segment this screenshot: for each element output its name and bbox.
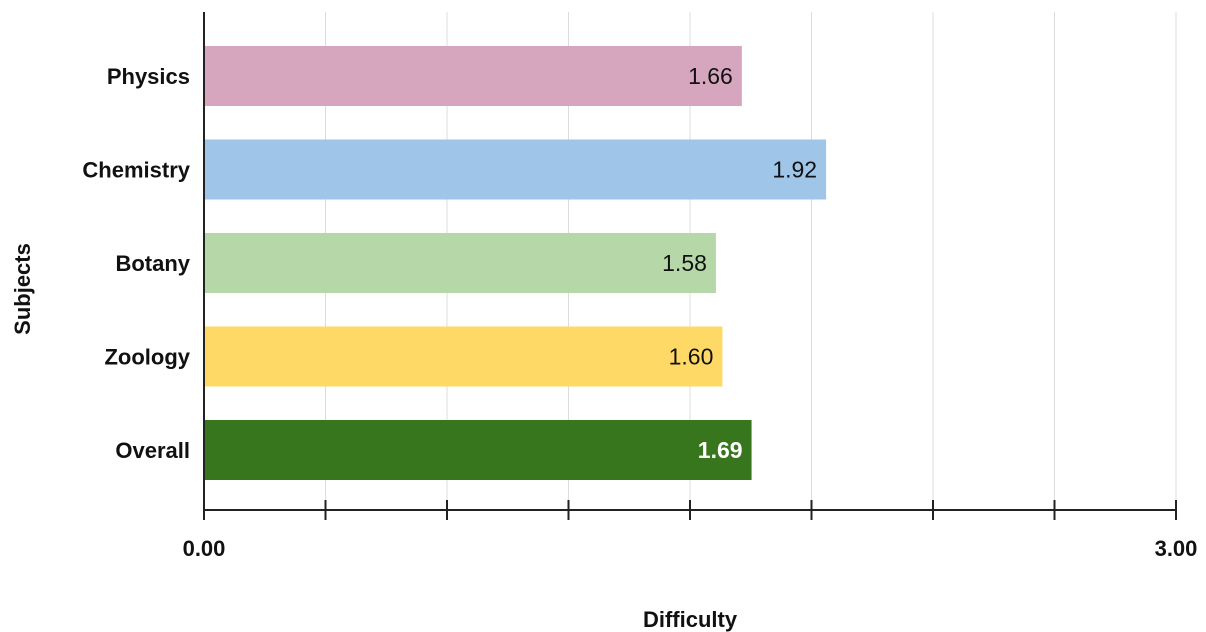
x-tick-label-max: 3.00	[1155, 536, 1198, 561]
category-label-chemistry: Chemistry	[82, 158, 190, 183]
value-label-overall: 1.69	[698, 437, 743, 463]
category-label-physics: Physics	[107, 64, 190, 89]
x-tick-label-min: 0.00	[183, 536, 226, 561]
y-axis-category-labels: Physics Chemistry Botany Zoology Overall	[82, 64, 190, 463]
bar-zoology	[204, 326, 723, 387]
value-label-zoology: 1.60	[669, 344, 714, 370]
category-label-zoology: Zoology	[104, 345, 190, 370]
category-label-overall: Overall	[115, 438, 190, 463]
x-axis-ticks	[203, 500, 1177, 520]
bar-chemistry	[204, 139, 827, 200]
value-labels: 1.66 1.92 1.58 1.60 1.69	[662, 63, 817, 463]
bars	[204, 46, 827, 480]
bar-botany	[204, 233, 716, 293]
value-label-botany: 1.58	[662, 250, 707, 276]
bar-overall	[204, 420, 752, 480]
value-label-chemistry: 1.92	[772, 157, 817, 183]
value-label-physics: 1.66	[688, 63, 733, 89]
bar-physics	[204, 46, 742, 106]
y-axis-title: Subjects	[10, 243, 35, 335]
x-axis-title: Difficulty	[643, 607, 738, 632]
category-label-botany: Botany	[115, 251, 190, 276]
